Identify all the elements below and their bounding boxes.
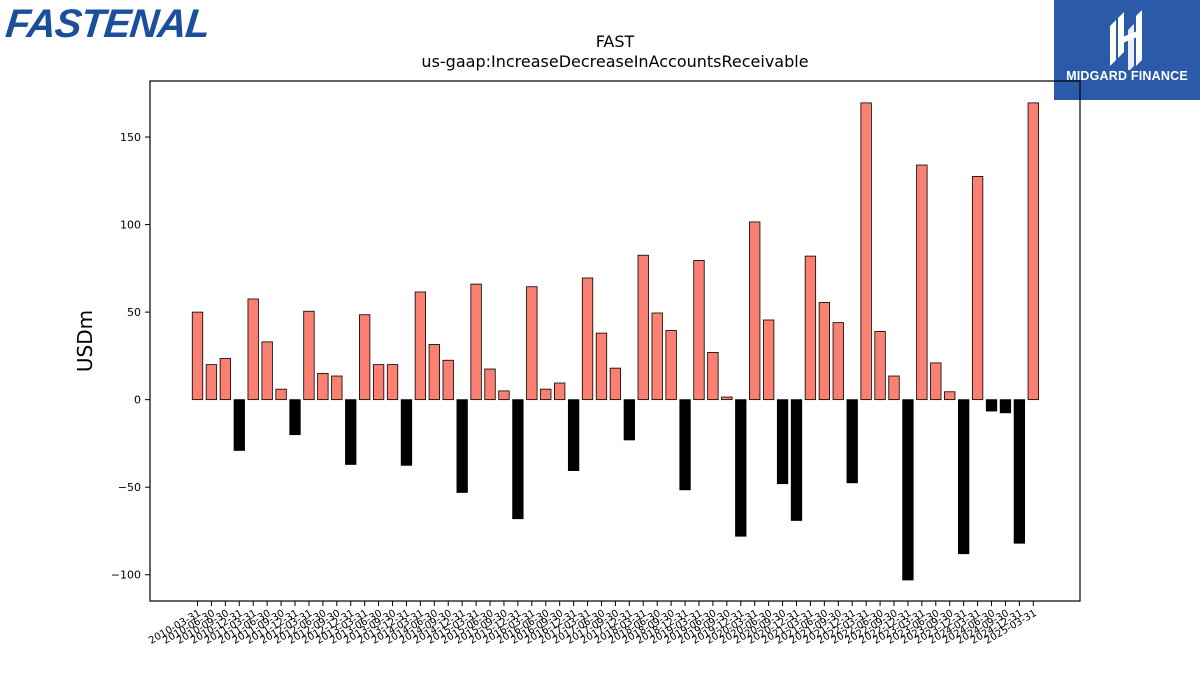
bar xyxy=(289,399,301,436)
bar xyxy=(888,375,900,401)
bar xyxy=(776,399,789,485)
y-tick-label: 0 xyxy=(134,394,141,407)
y-tick-label: 100 xyxy=(120,219,141,232)
bar xyxy=(581,277,594,401)
bar xyxy=(554,382,566,401)
bar xyxy=(846,399,858,484)
y-tick-label: −100 xyxy=(111,569,141,582)
bar xyxy=(526,286,538,401)
bar xyxy=(331,375,343,401)
bar xyxy=(985,399,998,412)
bar xyxy=(958,399,970,555)
bar xyxy=(637,254,649,401)
bar xyxy=(679,399,691,491)
bar xyxy=(498,390,510,401)
bar xyxy=(400,399,413,466)
bar xyxy=(442,359,454,401)
midgard-finance-label: MIDGARD FINANCE xyxy=(1066,69,1188,83)
bar xyxy=(567,399,580,471)
chart-subtitle: us-gaap:IncreaseDecreaseInAccountsReceiv… xyxy=(421,52,809,71)
bar xyxy=(470,283,482,401)
bar xyxy=(414,291,427,401)
bar xyxy=(233,399,245,451)
bar xyxy=(191,311,204,401)
bar xyxy=(944,391,956,401)
bar xyxy=(999,399,1012,414)
bar xyxy=(275,388,287,401)
bar xyxy=(832,322,844,401)
bar xyxy=(804,255,817,401)
bar xyxy=(874,330,886,401)
chart-title: FAST xyxy=(595,32,635,51)
bar xyxy=(205,364,218,401)
bar xyxy=(372,364,385,401)
bar xyxy=(261,341,273,401)
bar xyxy=(484,368,496,401)
bar xyxy=(721,396,733,401)
bar xyxy=(818,302,830,401)
bar xyxy=(790,399,803,521)
bar xyxy=(762,319,775,401)
y-tick-label: −50 xyxy=(118,481,141,494)
bar xyxy=(456,399,468,493)
bar xyxy=(359,314,371,401)
bar xyxy=(971,176,984,401)
bar xyxy=(219,358,232,401)
bar xyxy=(540,388,552,401)
bar xyxy=(693,260,705,401)
bar xyxy=(1013,399,1026,544)
bar xyxy=(428,344,440,401)
bar xyxy=(386,364,399,401)
bar xyxy=(623,399,635,441)
y-axis-label: USDm xyxy=(73,310,97,372)
midgard-emblem-icon xyxy=(1110,10,1142,70)
bar xyxy=(902,399,914,581)
bar xyxy=(595,332,608,401)
bar xyxy=(735,399,747,537)
bar xyxy=(1027,102,1039,401)
bar xyxy=(930,362,942,401)
bar xyxy=(749,221,761,401)
bar xyxy=(317,372,329,401)
bar xyxy=(651,312,663,401)
plot-frame xyxy=(149,80,1081,602)
y-tick-label: 50 xyxy=(127,306,141,319)
y-tick-label: 150 xyxy=(120,131,141,144)
bar xyxy=(707,351,719,401)
bar xyxy=(247,298,259,401)
bar xyxy=(860,102,872,401)
midgard-finance-logo: MIDGARD FINANCE xyxy=(1054,0,1200,100)
bar xyxy=(512,399,524,520)
bar xyxy=(916,164,928,401)
bar xyxy=(345,399,357,465)
bar xyxy=(609,367,622,401)
bar xyxy=(303,310,315,401)
bar xyxy=(665,330,677,401)
